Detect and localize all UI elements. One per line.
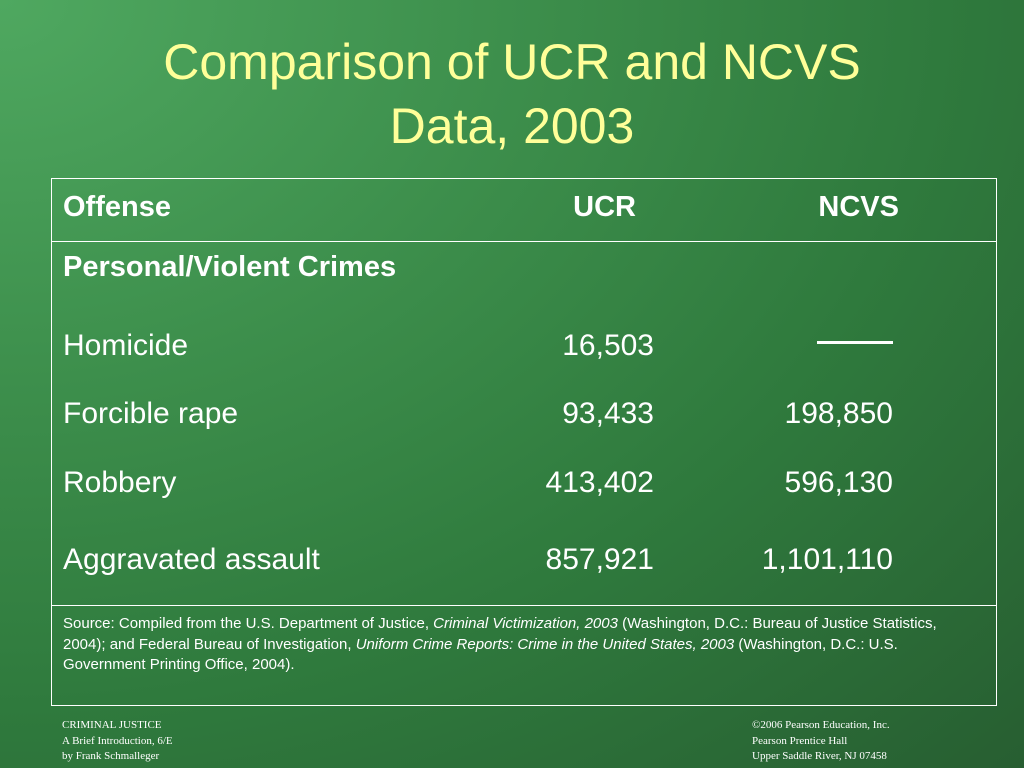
footer-line: ©2006 Pearson Education, Inc.: [752, 719, 890, 731]
section-heading: Personal/Violent Crimes: [63, 251, 397, 283]
row-ucr-value: 16,503: [562, 329, 654, 362]
row-ncvs-value: 1,101,110: [761, 543, 893, 576]
footer-line: A Brief Introduction, 6/E: [62, 734, 173, 747]
source-text: Source: Compiled from the U.S. Departmen…: [63, 615, 434, 632]
row-offense: Robbery: [63, 466, 177, 499]
footer-line: Upper Saddle River, NJ 07458: [752, 750, 887, 762]
table-header-row: Offense UCR NCVS: [52, 179, 996, 242]
slide-title-line-2: Data, 2003: [389, 98, 635, 154]
footer-line: CRIMINAL JUSTICE: [62, 719, 162, 731]
row-offense: Forcible rape: [63, 397, 239, 430]
row-offense: Homicide: [63, 329, 189, 362]
source-text: (Washington, D.C.: Bureau of Justice Sta…: [63, 615, 937, 653]
row-offense: Aggravated assault: [63, 543, 320, 576]
source-note: Source: Compiled from the U.S. Departmen…: [63, 614, 983, 676]
footer-book-info: CRIMINAL JUSTICE A Brief Introduction, 6…: [62, 718, 173, 765]
header-offense: Offense: [63, 191, 171, 223]
comparison-table: Offense UCR NCVS Personal/Violent Crimes…: [51, 178, 997, 706]
footer-line: Pearson Prentice Hall: [752, 734, 848, 747]
header-ucr: UCR: [573, 191, 636, 223]
source-title-italic: Uniform Crime Reports: Crime in the Unit…: [355, 635, 735, 653]
row-ncvs-value: 198,850: [784, 397, 893, 430]
source-text: (Washington, D.C.: U.S. Government Print…: [63, 635, 898, 674]
slide-title: Comparison of UCR and NCVS Data, 2003: [0, 30, 1024, 158]
row-ucr-value: 413,402: [545, 466, 654, 499]
header-ncvs: NCVS: [818, 191, 899, 223]
source-title-italic: Criminal Victimization, 2003: [433, 615, 618, 632]
slide-title-line-1: Comparison of UCR and NCVS: [163, 34, 861, 90]
row-ncvs-value: 596,130: [784, 466, 893, 499]
row-ucr-value: 857,921: [545, 543, 654, 576]
no-data-dash: [817, 341, 893, 344]
footer-line: by Frank Schmalleger: [62, 750, 160, 762]
footer-copyright: ©2006 Pearson Education, Inc. Pearson Pr…: [752, 718, 890, 765]
row-ucr-value: 93,433: [562, 397, 654, 430]
source-row: Source: Compiled from the U.S. Departmen…: [52, 605, 996, 706]
